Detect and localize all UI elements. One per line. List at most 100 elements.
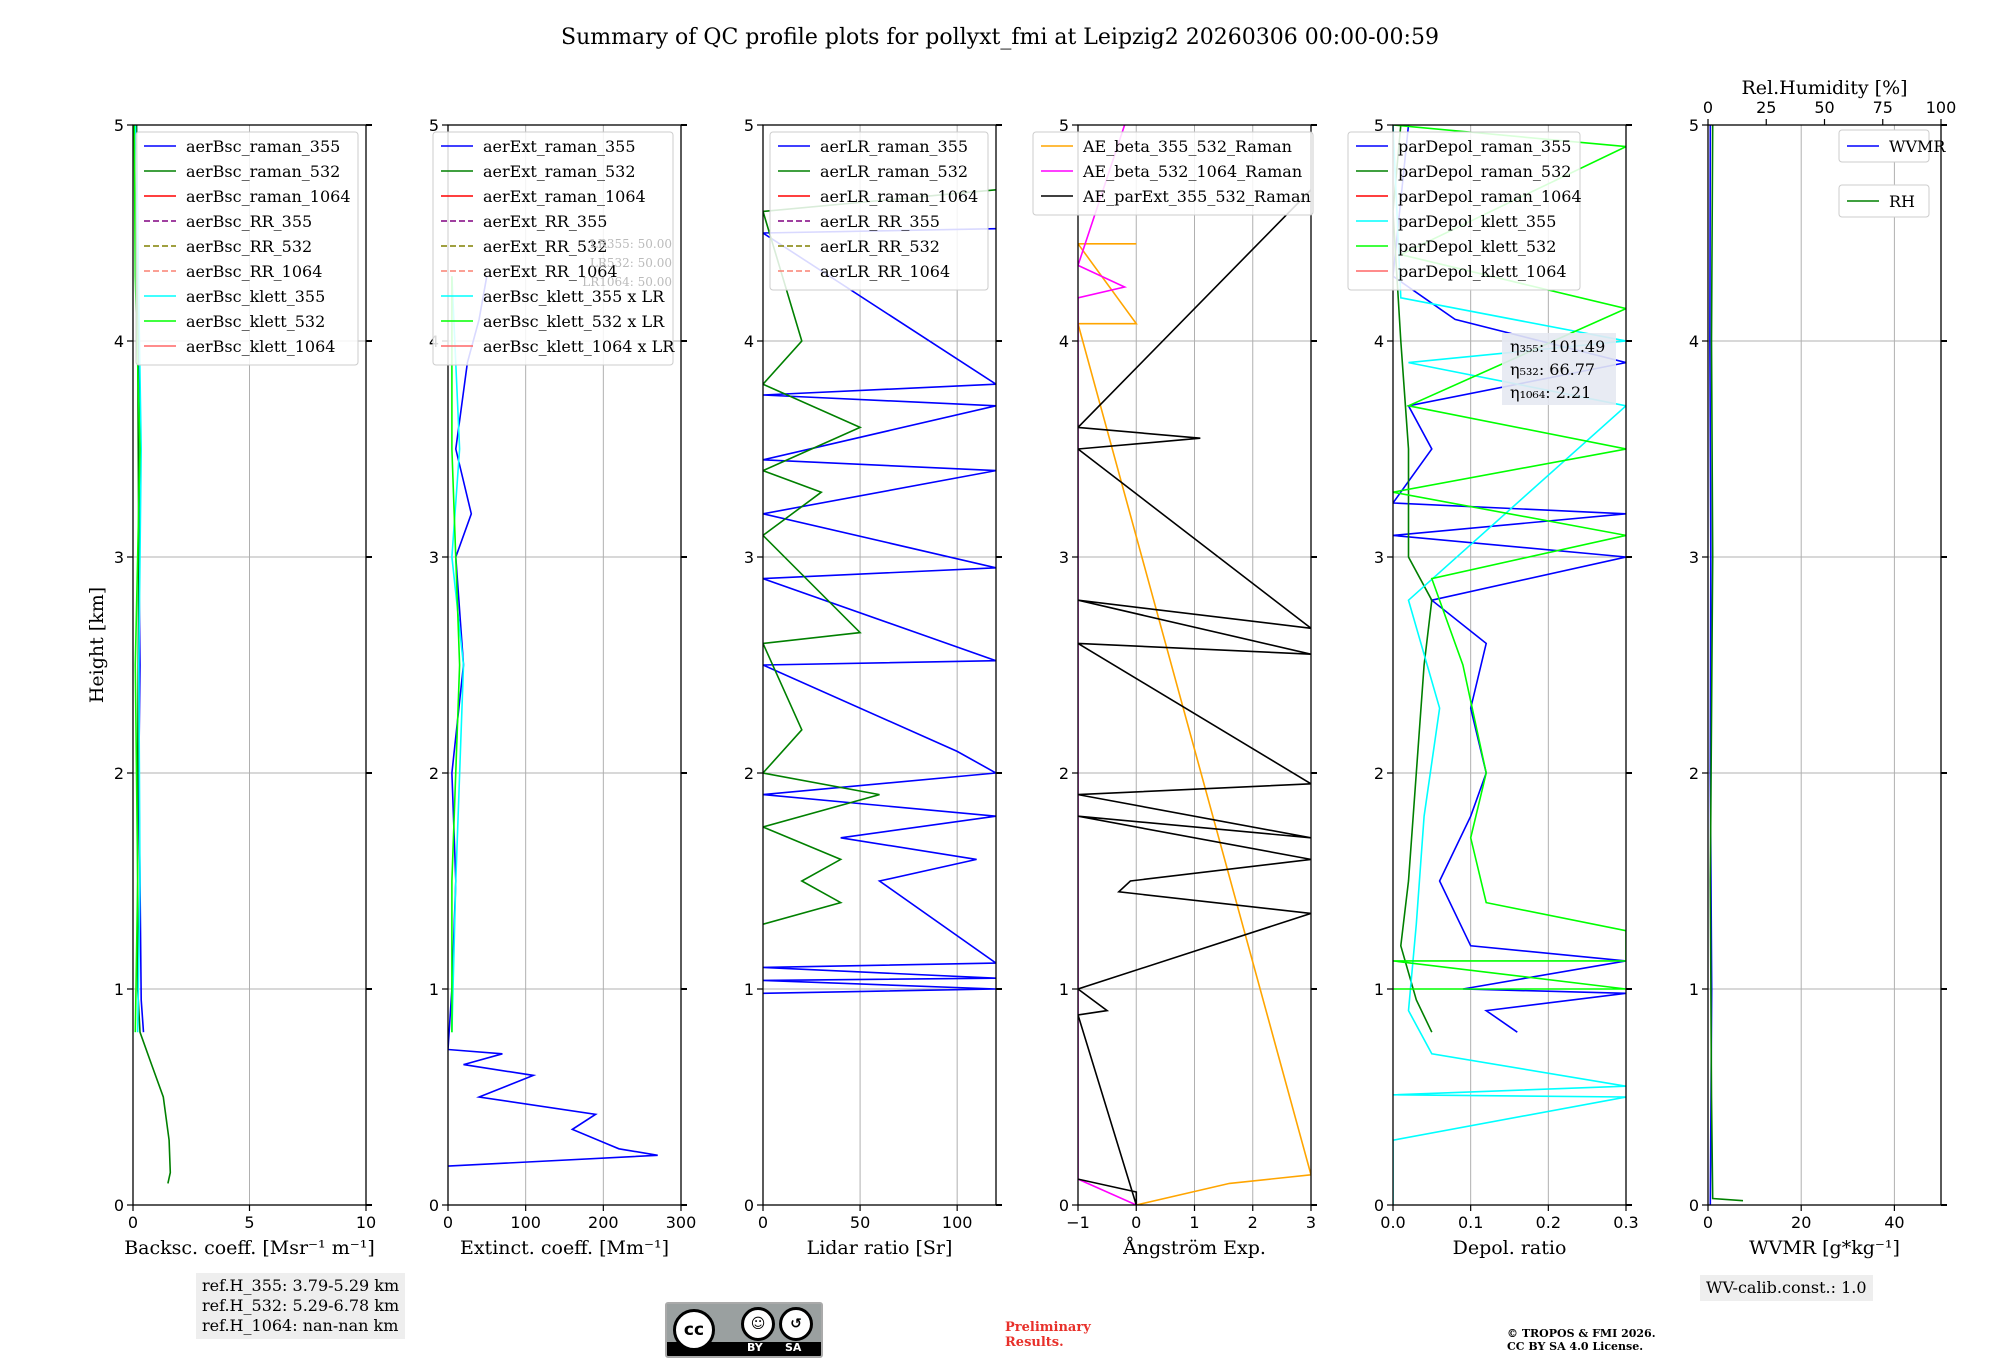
extinction-legend-label: aerBsc_klett_1064 x LR xyxy=(483,337,675,356)
extinction-series-aerExt_raman_355 xyxy=(448,276,658,1167)
backscatter-legend-label: aerBsc_klett_355 xyxy=(186,287,325,306)
lidar-ratio-x-tick-label: 100 xyxy=(942,1213,973,1232)
lidar-ratio-legend-label: aerLR_RR_1064 xyxy=(820,262,950,281)
depol-x-tick-label: 0.3 xyxy=(1613,1213,1638,1232)
extinction-legend-label: aerBsc_klett_355 x LR xyxy=(483,287,665,306)
angstrom-y-tick-label: 3 xyxy=(1059,548,1069,567)
wvmr-series-RH xyxy=(1709,125,1744,1202)
depol-series-parDepol_klett_532 xyxy=(1393,125,1626,990)
extinction-y-tick-label: 3 xyxy=(429,548,439,567)
extinction-series-aerBsc_klett_532 x LR xyxy=(451,276,461,1033)
depol-legend-label: parDepol_klett_1064 xyxy=(1398,262,1567,281)
cc-by-label: BY xyxy=(747,1341,763,1354)
extinction-y-tick-label: 0 xyxy=(429,1196,439,1215)
angstrom-x-axis-label: Ångström Exp. xyxy=(1122,1237,1266,1259)
backscatter-y-tick-label: 0 xyxy=(114,1196,124,1215)
copyright-line1: © TROPOS & FMI 2026. xyxy=(1507,1327,1656,1340)
lidar-ratio-panel: 0 50 100 0 1 2 3 4 5 Lidar ratio [Sr] aerLR_raman_… xyxy=(744,116,1002,1259)
lidar-ratio-y-tick-label: 3 xyxy=(744,548,754,567)
depol-y-tick-label: 2 xyxy=(1374,764,1384,783)
lidar-ratio-series-aerLR_raman_532 xyxy=(763,189,996,925)
lidar-ratio-legend-label: aerLR_RR_355 xyxy=(820,212,940,231)
backscatter-x-axis-label: Backsc. coeff. [Msr⁻¹ m⁻¹] xyxy=(124,1237,375,1259)
lidar-ratio-y-tick-label: 2 xyxy=(744,764,754,783)
angstrom-y-tick-label: 1 xyxy=(1059,980,1069,999)
extinction-legend-label: aerExt_raman_355 xyxy=(483,137,636,156)
eta-label: η₅₃₂: 66.77 xyxy=(1510,360,1595,379)
lidar-ratio-legend-label: aerLR_raman_1064 xyxy=(820,187,978,206)
backscatter-legend-label: aerBsc_raman_1064 xyxy=(186,187,351,206)
wvmr-x-tick-label: 40 xyxy=(1884,1213,1904,1232)
wvmr-x-axis-label: WVMR [g*kg⁻¹] xyxy=(1749,1237,1900,1259)
wvmr-y-tick-label: 3 xyxy=(1689,548,1699,567)
backscatter-y-tick-label: 2 xyxy=(114,764,124,783)
angstrom-x-tick-label: 3 xyxy=(1306,1213,1316,1232)
angstrom-y-tick-label: 2 xyxy=(1059,764,1069,783)
refh-box: ref.H_355: 3.79-5.29 km ref.H_532: 5.29-… xyxy=(196,1273,406,1339)
angstrom-legend xyxy=(1032,131,1314,216)
cc-license-badge: cc ☺ ↺ BY SA xyxy=(665,1302,823,1358)
extinction-legend-label: aerExt_RR_355 xyxy=(483,212,607,231)
cc-sa-label: SA xyxy=(785,1341,802,1354)
lr-label: LR532: 50.00 xyxy=(590,256,672,270)
angstrom-legend-label: AE_beta_532_1064_Raman xyxy=(1082,162,1302,181)
extinction-x-tick-label: 0 xyxy=(443,1213,453,1232)
backscatter-legend-label: aerBsc_klett_1064 xyxy=(186,337,335,356)
angstrom-x-tick-label: −1 xyxy=(1066,1213,1090,1232)
lidar-ratio-x-tick-label: 0 xyxy=(758,1213,768,1232)
wvmr-panel: 0 20 40 0 1 2 3 4 5 WVMR [g*kg⁻¹] 0 25 50 75 100 Rel.Hu… xyxy=(1689,77,1956,1259)
depol-legend-label: parDepol_raman_532 xyxy=(1398,162,1571,181)
extinction-legend-label: aerBsc_klett_532 x LR xyxy=(483,312,665,331)
depol-x-tick-label: 0.2 xyxy=(1536,1213,1561,1232)
wvmr-x-tick-label: 0 xyxy=(1703,1213,1713,1232)
legend-label: RH xyxy=(1889,192,1915,211)
backscatter-legend-label: aerBsc_RR_355 xyxy=(186,212,312,231)
lidar-ratio-legend-label: aerLR_raman_355 xyxy=(820,137,968,156)
lidar-ratio-legend-label: aerLR_RR_532 xyxy=(820,237,940,256)
person-icon: ☺ xyxy=(741,1307,775,1341)
depol-y-tick-label: 4 xyxy=(1374,332,1384,351)
eta-label: η₃₅₅: 101.49 xyxy=(1510,337,1605,356)
depol-x-axis-label: Depol. ratio xyxy=(1453,1237,1567,1259)
lidar-ratio-x-axis-label: Lidar ratio [Sr] xyxy=(807,1237,953,1259)
angstrom-legend-label: AE_parExt_355_532_Raman xyxy=(1082,187,1311,206)
backscatter-y-tick-label: 5 xyxy=(114,116,124,135)
extinction-x-axis-label: Extinct. coeff. [Mm⁻¹] xyxy=(460,1237,669,1259)
angstrom-y-tick-label: 5 xyxy=(1059,116,1069,135)
depol-x-tick-label: 0.0 xyxy=(1380,1213,1405,1232)
wvmr-y-tick-label: 5 xyxy=(1689,116,1699,135)
lidar-ratio-y-tick-label: 0 xyxy=(744,1196,754,1215)
wvmr-y-tick-label: 4 xyxy=(1689,332,1699,351)
extinction-y-tick-label: 1 xyxy=(429,980,439,999)
preliminary-line1: Preliminary xyxy=(1005,1320,1091,1335)
extinction-y-tick-label: 2 xyxy=(429,764,439,783)
lidar-ratio-x-tick-label: 50 xyxy=(850,1213,870,1232)
extinction-x-tick-label: 300 xyxy=(666,1213,697,1232)
extinction-frame xyxy=(447,124,682,1206)
rh-top-tick-label: 100 xyxy=(1926,98,1957,117)
copyright-note: © TROPOS & FMI 2026. CC BY SA 4.0 Licens… xyxy=(1507,1327,1656,1353)
lidar-ratio-frame xyxy=(762,124,997,1206)
depol-legend-label: parDepol_raman_355 xyxy=(1398,137,1571,156)
lidar-ratio-y-tick-label: 5 xyxy=(744,116,754,135)
backscatter-legend-label: aerBsc_RR_532 xyxy=(186,237,312,256)
rh-top-tick-label: 0 xyxy=(1703,98,1713,117)
copyright-line2: CC BY SA 4.0 License. xyxy=(1507,1340,1644,1353)
wvmr-x-tick-label: 20 xyxy=(1791,1213,1811,1232)
extinction-legend xyxy=(432,131,674,366)
share-alike-icon: ↺ xyxy=(779,1307,813,1341)
lidar-ratio-y-tick-label: 1 xyxy=(744,980,754,999)
extinction-legend-label: aerExt_raman_532 xyxy=(483,162,636,181)
extinction-legend-label: aerExt_raman_1064 xyxy=(483,187,646,206)
backscatter-y-tick-label: 4 xyxy=(114,332,124,351)
lr-label: LR355: 50.00 xyxy=(590,237,672,251)
depol-legend-label: parDepol_klett_355 xyxy=(1398,212,1556,231)
extinction-legend-label: aerExt_RR_532 xyxy=(483,237,607,256)
wvmr-frame xyxy=(1707,124,1942,1206)
depol-legend-label: parDepol_raman_1064 xyxy=(1398,187,1582,206)
wv-calib-const: WV-calib.const.: 1.0 xyxy=(1706,1278,1867,1297)
refh-532: ref.H_532: 5.29-6.78 km xyxy=(202,1296,400,1315)
legend-label: WVMR xyxy=(1889,137,1946,156)
legend-box-WVMR xyxy=(1838,129,1930,163)
